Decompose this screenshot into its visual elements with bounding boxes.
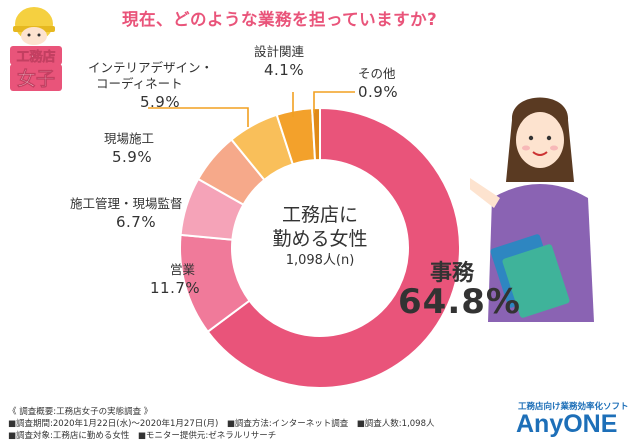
label-sekou: 施工管理・現場監督 6.7% <box>70 196 183 232</box>
center-line1: 工務店に <box>281 204 358 226</box>
logo: 工務店 女子 <box>4 2 64 98</box>
donut-center-label: 工務店に 勤める女性 1,098人(n) <box>250 203 390 271</box>
label-eigyo-pct: 11.7% <box>150 279 201 297</box>
logo-line2: 女子 <box>10 64 62 91</box>
label-sekkei-pct: 4.1% <box>264 61 305 79</box>
label-eigyo-name: 営業 <box>170 262 196 277</box>
label-sekkei: 設計関連 4.1% <box>254 44 304 80</box>
label-other-name: その他 <box>358 66 396 81</box>
label-sekou-pct: 6.7% <box>116 213 157 231</box>
footer-line2: ■調査期間:2020年1月22日(水)〜2020年1月27日(月) ■調査方法:… <box>8 419 435 429</box>
footer-line1: 《 調査概要:工務店女子の実態調査 》 <box>8 407 153 417</box>
label-genba-name: 現場施工 <box>104 131 155 146</box>
label-jimu-name: 事務 <box>430 261 475 286</box>
label-interior: インテリアデザイン・ コーディネート 5.9% <box>88 60 213 112</box>
footer-line3: ■調査対象:工務店に勤める女性 ■モニター提供元:ゼネラルリサーチ <box>8 431 277 441</box>
label-interior-name2: コーディネート <box>96 76 183 91</box>
label-eigyo: 営業 11.7% <box>150 262 200 298</box>
chart-title: 現在、どのような業務を担っていますか? <box>122 10 438 29</box>
label-other: その他 0.9% <box>358 66 398 102</box>
brand-tagline: 工務店向け業務効率化ソフト <box>518 402 629 412</box>
label-genba-pct: 5.9% <box>112 148 153 166</box>
label-jimu-pct: 64.8% <box>398 282 521 322</box>
label-other-pct: 0.9% <box>358 83 399 101</box>
donut-slice-0 <box>206 106 461 389</box>
leader-line-interior <box>148 107 249 127</box>
woman-illustration <box>470 97 594 322</box>
center-line3: 1,098人(n) <box>285 253 355 268</box>
label-interior-name1: インテリアデザイン・ <box>88 60 214 75</box>
label-sekou-name: 施工管理・現場監督 <box>70 196 183 211</box>
brand-logo: AnyONE <box>516 410 618 438</box>
helmet-girl-icon <box>13 7 55 45</box>
logo-line1: 工務店 <box>10 46 62 65</box>
center-line2: 勤める女性 <box>272 228 368 250</box>
label-sekkei-name: 設計関連 <box>254 44 305 59</box>
label-genba: 現場施工 5.9% <box>104 131 154 167</box>
leader-line-other <box>313 91 355 113</box>
label-interior-pct: 5.9% <box>140 93 181 111</box>
